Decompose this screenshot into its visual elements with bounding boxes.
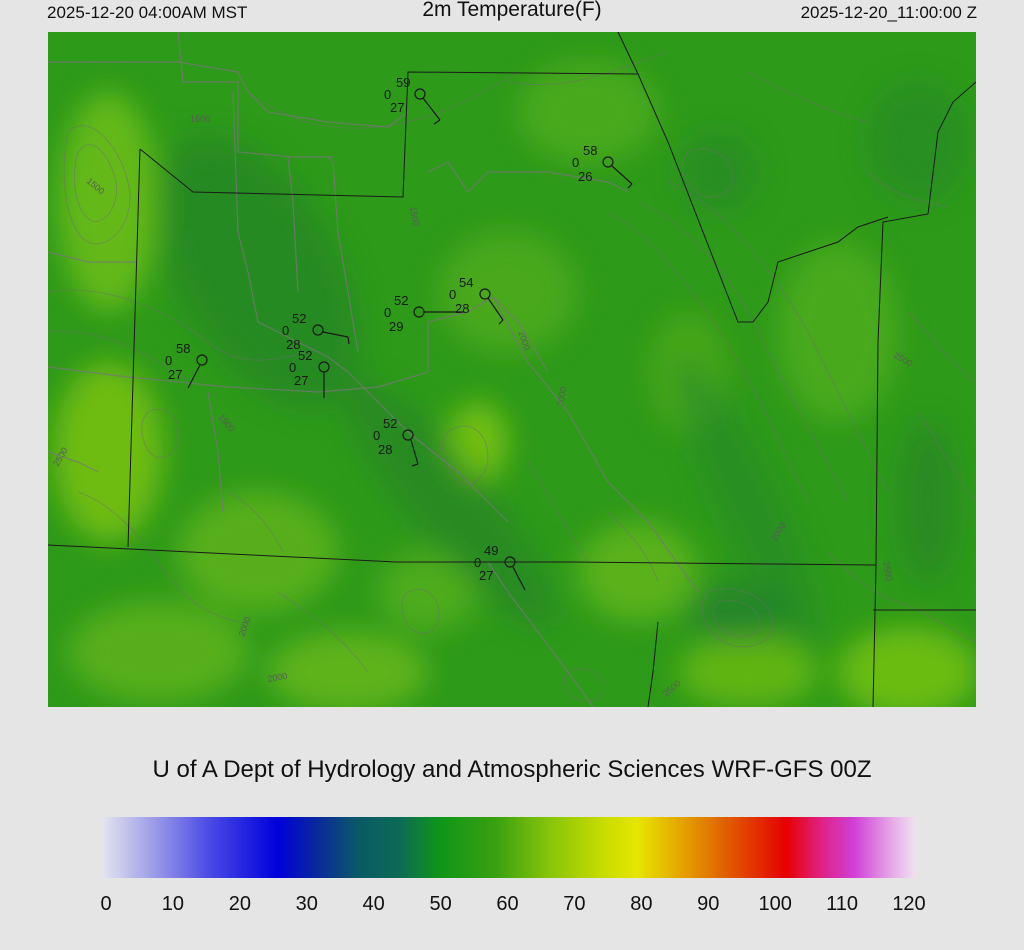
colorbar-tick-label: 10 [161, 893, 185, 915]
map-title: 2m Temperature(F) [422, 0, 602, 21]
colorbar-tick-label: 30 [295, 893, 318, 915]
station-dewpoint: 28 [455, 301, 469, 316]
elevation-contours [48, 51, 976, 702]
contour-label: 2000 [555, 386, 568, 407]
contour-label: 1500 [408, 206, 421, 227]
colorbar-tick-label: 40 [362, 893, 385, 915]
contour-label: 1500 [190, 114, 210, 124]
station-dewpoint: 28 [286, 337, 300, 352]
temperature-colorbar [101, 817, 915, 878]
station-cloud: 0 [373, 428, 380, 443]
station-cloud: 0 [384, 87, 391, 102]
station-dewpoint: 27 [390, 100, 404, 115]
road-lines [48, 32, 699, 707]
station-dewpoint: 27 [479, 568, 493, 583]
station-dewpoint: 26 [578, 169, 592, 184]
station-temp: 52 [298, 348, 312, 363]
colorbar-tick-label: 0 [100, 893, 112, 915]
colorbar-tick-label: 70 [563, 893, 586, 915]
colorbar-tick-labels: 0 10 20 30 40 50 60 70 80 90 100 110 120 [0, 893, 1024, 919]
station-temp: 58 [176, 341, 190, 356]
station-cloud: 0 [289, 360, 296, 375]
station-plots: 59 0 27 58 0 26 54 0 28 [165, 75, 633, 591]
station-plot: 58 0 27 [165, 341, 208, 389]
colorbar-tick-label: 50 [429, 893, 452, 915]
station-dewpoint: 27 [294, 373, 308, 388]
station-plot: 49 0 27 [474, 543, 526, 591]
station-cloud: 0 [165, 353, 172, 368]
colorbar-tick-label: 100 [758, 893, 792, 915]
colorbar-tick-label: 110 [826, 893, 859, 915]
station-temp: 58 [583, 143, 597, 158]
contour-label: 2500 [881, 561, 894, 582]
station-temp: 52 [394, 293, 408, 308]
temperature-map: 1500 1500 1500 1500 2000 2000 2500 2500 … [48, 32, 976, 707]
station-temp: 59 [396, 75, 410, 90]
colorbar-tick-label: 120 [892, 893, 926, 915]
station-cloud: 0 [572, 155, 579, 170]
station-cloud: 0 [282, 323, 289, 338]
station-temp: 52 [383, 416, 397, 431]
colorbar-tick-label: 20 [228, 893, 251, 915]
temperature-shading [53, 62, 976, 707]
model-credit: U of A Dept of Hydrology and Atmospheric… [152, 756, 872, 783]
contour-label: 2000 [267, 671, 288, 684]
colorbar-tick-label: 80 [630, 893, 653, 915]
colorbar-tick-label: 90 [697, 893, 720, 915]
station-dewpoint: 27 [168, 367, 182, 382]
valid-time-utc: 2025-12-20_11:00:00 Z [800, 3, 977, 22]
station-plot: 58 0 26 [572, 143, 633, 189]
station-temp: 49 [484, 543, 498, 558]
station-cloud: 0 [449, 287, 456, 302]
county-boundaries [48, 32, 976, 707]
station-dewpoint: 28 [378, 442, 392, 457]
station-plot: 52 0 28 [373, 416, 419, 467]
station-cloud: 0 [474, 555, 481, 570]
valid-time-local: 2025-12-20 04:00AM MST [47, 3, 248, 22]
station-temp: 54 [459, 275, 473, 290]
station-temp: 52 [292, 311, 306, 326]
station-cloud: 0 [384, 305, 391, 320]
colorbar-tick-label: 60 [496, 893, 519, 915]
station-dewpoint: 29 [389, 319, 403, 334]
station-plot: 52 0 28 [282, 311, 350, 352]
station-plot: 59 0 27 [384, 75, 441, 125]
station-plot: 52 0 27 [289, 348, 330, 398]
station-plot: 52 0 29 [384, 293, 464, 334]
